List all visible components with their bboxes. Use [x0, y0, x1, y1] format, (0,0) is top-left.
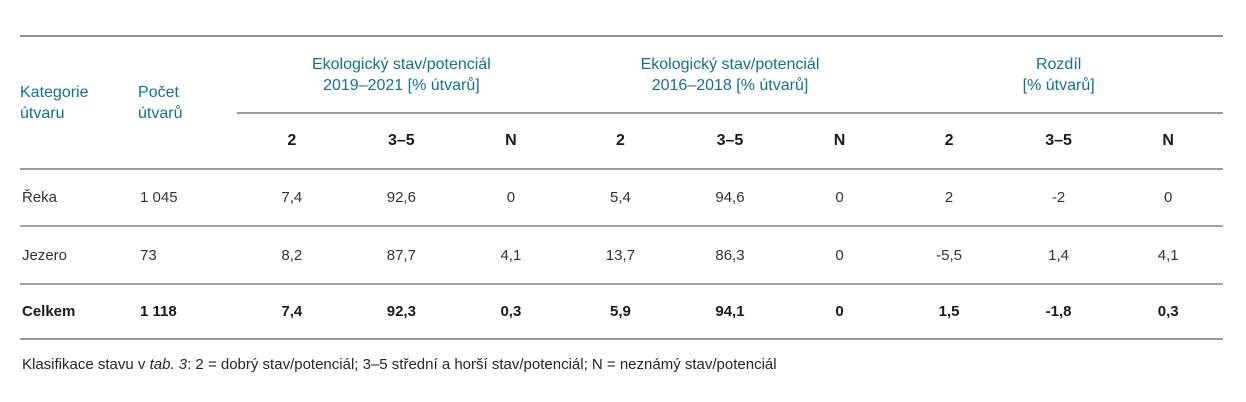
cell: 94,1	[675, 284, 785, 340]
cell: 94,6	[675, 169, 785, 227]
group-title-line: Rozdíl	[1035, 55, 1082, 73]
cell: 0	[784, 284, 895, 340]
cell: 7,4	[237, 284, 347, 340]
subheader-n: N	[1113, 113, 1223, 170]
header-pocet-utvaru: Počet útvarů	[138, 36, 238, 170]
group-header-2019-2021: Ekologický stav/potenciál 2019–2021 [% ú…	[237, 36, 566, 114]
row-count: 1 045	[138, 169, 238, 227]
row-count: 1 118	[138, 284, 238, 340]
subheader-3-5: 3–5	[675, 113, 785, 170]
row-label: Celkem	[20, 284, 139, 340]
row-count: 73	[138, 226, 238, 285]
subheader-n: N	[784, 113, 895, 170]
header-kategorie-utvaru: Kategorie útvaru	[20, 36, 139, 170]
cell: 0	[784, 226, 895, 285]
cell: 0	[784, 169, 895, 227]
cell: 7,4	[237, 169, 347, 227]
subheader-n: N	[456, 113, 566, 170]
group-title-line: 2016–2018 [% útvarů]	[651, 76, 809, 94]
cell: 0	[456, 169, 566, 227]
cell: -2	[1003, 169, 1114, 227]
table-row-celkem: Celkem 1 118 7,4 92,3 0,3 5,9 94,1 0 1,5…	[20, 284, 1223, 340]
cell: 0,3	[456, 284, 566, 340]
header-line: Počet	[138, 83, 179, 101]
group-title-line: 2019–2021 [% útvarů]	[323, 76, 480, 94]
group-header-2016-2018: Ekologický stav/potenciál 2016–2018 [% ú…	[565, 36, 895, 114]
cell: 8,2	[237, 226, 347, 285]
row-label: Řeka	[20, 169, 139, 227]
cell: 2	[894, 169, 1004, 227]
footnote-prefix: Klasifikace stavu v	[22, 356, 150, 373]
subheader-2: 2	[565, 113, 676, 170]
cell: 92,6	[346, 169, 457, 227]
header-line: útvaru	[20, 104, 65, 122]
cell: -5,5	[894, 226, 1004, 285]
cell: 4,1	[1113, 226, 1223, 285]
cell: 13,7	[565, 226, 676, 285]
cell: 0	[1113, 169, 1223, 227]
group-title-line: [% útvarů]	[1022, 76, 1095, 94]
group-title-line: Ekologický stav/potenciál	[640, 55, 820, 73]
header-line: útvarů	[138, 104, 183, 122]
header-group-row: Kategorie útvaru Počet útvarů Ekologický…	[20, 36, 1223, 170]
subheader-row: 2 3–5 N 2 3–5 N 2 3–5 N	[20, 113, 1223, 170]
cell: 0,3	[1113, 284, 1223, 340]
header-line: Kategorie	[20, 83, 89, 101]
footnote-suffix: : 2 = dobrý stav/potenciál; 3–5 střední …	[187, 356, 777, 373]
group-header-rozdil: Rozdíl [% útvarů]	[894, 36, 1223, 114]
table-row-jezero: Jezero 73 8,2 87,7 4,1 13,7 86,3 0 -5,5 …	[20, 226, 1223, 285]
cell: 1,5	[894, 284, 1004, 340]
cell: 4,1	[456, 226, 566, 285]
cell: 5,9	[565, 284, 676, 340]
footnote-table-ref: tab. 3	[149, 356, 188, 373]
row-label: Jezero	[20, 226, 139, 285]
table-row-reka: Řeka 1 045 7,4 92,6 0 5,4 94,6 0 2 -2 0	[20, 169, 1223, 227]
subheader-2: 2	[237, 113, 347, 170]
group-title-line: Ekologický stav/potenciál	[311, 55, 491, 73]
subheader-2: 2	[894, 113, 1004, 170]
subheader-3-5: 3–5	[346, 113, 457, 170]
cell: 5,4	[565, 169, 676, 227]
footnote: Klasifikace stavu v tab. 3: 2 = dobrý st…	[22, 355, 1223, 375]
cell: 87,7	[346, 226, 457, 285]
cell: 1,4	[1003, 226, 1114, 285]
subheader-3-5: 3–5	[1003, 113, 1114, 170]
ecological-status-table: Kategorie útvaru Počet útvarů Ekologický…	[20, 35, 1223, 340]
cell: -1,8	[1003, 284, 1114, 340]
cell: 86,3	[675, 226, 785, 285]
cell: 92,3	[346, 284, 457, 340]
